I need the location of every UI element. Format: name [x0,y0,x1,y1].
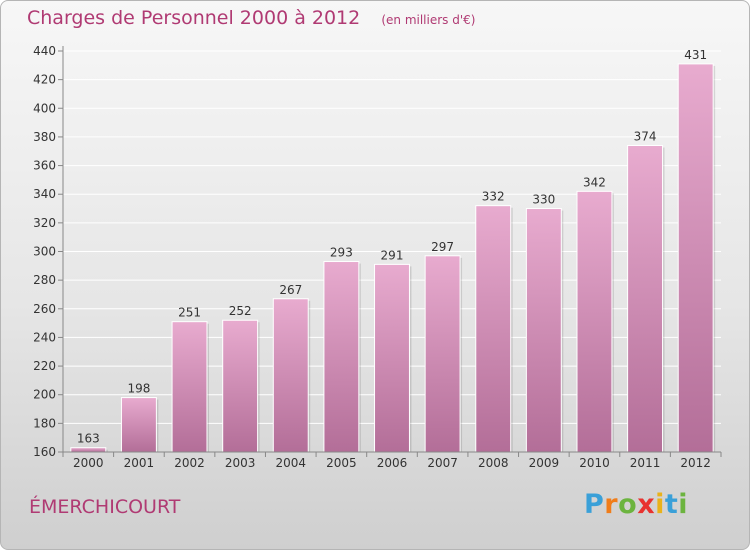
y-tick-label: 300 [33,245,56,259]
value-label-2010: 342 [583,175,606,189]
bar-2004[interactable] [272,298,309,453]
x-tick-label-2008: 2008 [478,456,509,470]
chart-title: Charges de Personnel 2000 à 2012 [27,7,361,29]
y-tick-label: 380 [33,130,56,144]
bar-2001[interactable] [120,397,157,453]
y-tick-label: 360 [33,159,56,173]
bar-2007[interactable] [424,255,461,453]
bar-2003[interactable] [222,319,259,453]
bar-2012[interactable] [677,63,714,453]
x-tick-label-2011: 2011 [630,456,661,470]
y-tick-label: 400 [33,101,56,115]
x-tick-label-2005: 2005 [326,456,357,470]
x-tick-label-2003: 2003 [225,456,256,470]
value-label-2007: 297 [431,240,454,254]
logo-letter: i [678,489,689,520]
value-label-2006: 291 [381,248,404,262]
x-tick-label-2002: 2002 [174,456,205,470]
value-label-2011: 374 [634,130,657,144]
x-tick-label-2009: 2009 [529,456,560,470]
value-label-2001: 198 [127,382,150,396]
x-tick-label-2007: 2007 [427,456,458,470]
x-tick-label-2006: 2006 [377,456,408,470]
value-label-2003: 252 [229,304,252,318]
y-tick-label: 420 [33,73,56,87]
logo-letter: r [604,489,619,520]
bar-2011[interactable] [627,145,664,453]
x-tick-label-2012: 2012 [680,456,711,470]
x-tick-label-2001: 2001 [124,456,155,470]
value-label-2009: 330 [532,193,555,207]
y-tick-label: 160 [33,445,56,459]
logo-letter: i [655,489,665,520]
logo-letter: o [618,489,638,520]
bar-2009[interactable] [525,208,562,453]
value-label-2005: 293 [330,246,353,260]
bar-2002[interactable] [171,321,208,453]
value-label-2008: 332 [482,190,505,204]
y-tick-label: 260 [33,302,56,316]
y-tick-label: 280 [33,273,56,287]
bar-2000[interactable] [70,447,107,453]
bar-2005[interactable] [323,261,360,453]
value-label-2004: 267 [279,283,302,297]
chart-title-block: Charges de Personnel 2000 à 2012 (en mil… [27,7,475,29]
y-tick-label: 440 [33,44,56,58]
value-label-2012: 431 [684,48,707,62]
y-tick-label: 240 [33,330,56,344]
value-label-2000: 163 [77,432,100,446]
x-tick-label-2010: 2010 [579,456,610,470]
commune-name: ÉMERCHICOURT [29,496,181,518]
logo-letter: P [584,489,605,520]
value-label-2002: 251 [178,306,201,320]
x-tick-label-2004: 2004 [275,456,306,470]
x-tick-label-2000: 2000 [73,456,104,470]
bar-2010[interactable] [576,190,613,453]
bar-2008[interactable] [475,205,512,453]
y-tick-label: 180 [33,416,56,430]
y-tick-label: 220 [33,359,56,373]
proxiti-logo[interactable]: Proxiti [584,489,688,520]
y-tick-label: 320 [33,216,56,230]
y-tick-label: 340 [33,187,56,201]
y-tick-label: 200 [33,388,56,402]
chart-subtitle: (en milliers d'€) [381,13,476,27]
logo-letter: x [637,489,656,520]
bar-2006[interactable] [374,263,410,453]
logo-letter: t [664,489,679,520]
